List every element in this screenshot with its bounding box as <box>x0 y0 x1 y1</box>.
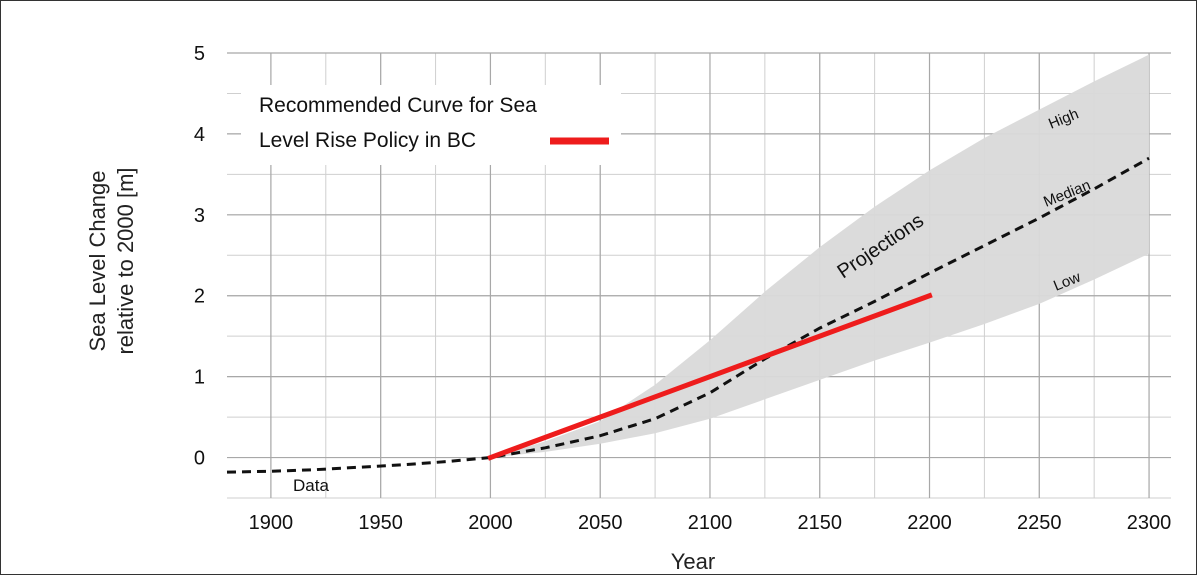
legend-label-line-1: Recommended Curve for Sea <box>259 94 537 117</box>
series-lines <box>226 156 1150 474</box>
x-axis-title: Year <box>671 549 715 574</box>
x-tick-label: 1950 <box>358 512 403 534</box>
annotation-data: Data <box>293 476 329 495</box>
y-tick-label: 4 <box>194 124 205 146</box>
legend-label-line-2: Level Rise Policy in BC <box>259 129 476 152</box>
projection-band <box>490 54 1150 458</box>
x-tick-label: 2150 <box>797 512 842 534</box>
y-tick-label: 5 <box>194 43 205 65</box>
y-tick-label: 2 <box>194 286 205 308</box>
y-axis-title-line-1: Sea Level Change <box>85 170 110 351</box>
x-tick-label: 2300 <box>1127 512 1172 534</box>
projection-band-area <box>490 54 1150 458</box>
y-axis-title-line-2: relative to 2000 [m] <box>113 167 138 354</box>
x-tick-label: 2100 <box>688 512 733 534</box>
recommended-curve-line <box>487 292 933 461</box>
x-tick-label: 2000 <box>468 512 513 534</box>
x-tick-label: 1900 <box>249 512 294 534</box>
tick-labels: 1900 1950 2000 2050 2100 2150 2200 2250 2300 0 1 2 3… <box>194 43 1171 534</box>
x-tick-label: 2250 <box>1017 512 1062 534</box>
y-tick-label: 3 <box>194 205 205 227</box>
y-tick-label: 0 <box>194 448 205 470</box>
x-tick-label: 2050 <box>578 512 623 534</box>
y-tick-label: 1 <box>194 367 205 389</box>
x-tick-label: 2200 <box>907 512 952 534</box>
legend-box <box>241 85 621 165</box>
